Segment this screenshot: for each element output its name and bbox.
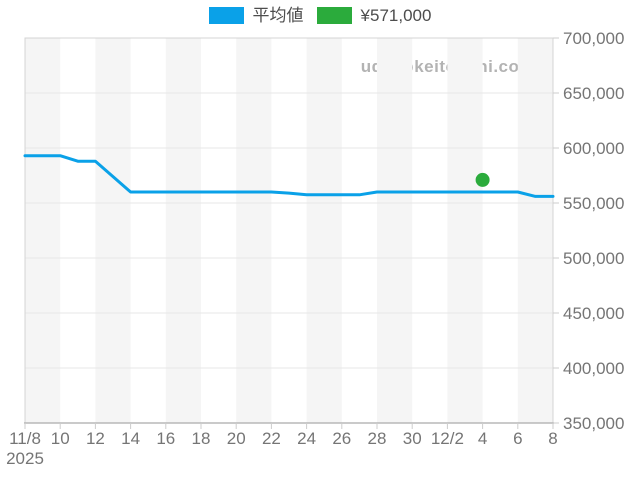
legend-swatch-current-price-icon <box>316 7 352 24</box>
x-tick-label: 16 <box>156 429 175 448</box>
background-stripe <box>377 38 413 423</box>
legend-label-average: 平均値 <box>252 6 304 25</box>
x-tick-label: 10 <box>51 429 70 448</box>
x-tick-label: 22 <box>262 429 281 448</box>
legend-item-average[interactable]: 平均値 <box>208 6 304 25</box>
x-tick-label: 12/2 <box>431 429 464 448</box>
background-stripe <box>25 38 61 423</box>
y-tick-label: 500,000 <box>563 249 624 268</box>
x-tick-label: 6 <box>513 429 522 448</box>
x-tick-label: 28 <box>368 429 387 448</box>
y-tick-label: 650,000 <box>563 84 624 103</box>
chart-legend: 平均値 ¥571,000 <box>0 7 640 24</box>
y-tick-label: 400,000 <box>563 359 624 378</box>
background-stripe <box>236 38 272 423</box>
background-stripe <box>447 38 483 423</box>
x-tick-label: 18 <box>192 429 211 448</box>
background-stripe <box>517 38 553 423</box>
x-axis-year-label: 2025 <box>6 449 44 468</box>
x-tick-label: 12 <box>86 429 105 448</box>
legend-label-current-price: ¥571,000 <box>360 6 432 25</box>
y-tick-label: 550,000 <box>563 194 624 213</box>
current-price-dot <box>475 172 490 187</box>
x-tick-label: 24 <box>297 429 316 448</box>
background-stripe <box>95 38 131 423</box>
x-tick-label: 4 <box>478 429 487 448</box>
x-tick-label: 14 <box>121 429 140 448</box>
legend-swatch-average-icon <box>208 7 244 24</box>
legend-item-current-price[interactable]: ¥571,000 <box>316 6 432 25</box>
y-tick-label: 450,000 <box>563 304 624 323</box>
y-tick-label: 600,000 <box>563 139 624 158</box>
x-tick-label: 8 <box>548 429 557 448</box>
y-tick-label: 700,000 <box>563 29 624 48</box>
background-stripe <box>165 38 201 423</box>
y-tick-label: 350,000 <box>563 414 624 433</box>
x-tick-label: 26 <box>332 429 351 448</box>
average-price-line <box>23 154 555 198</box>
x-tick-label: 11/8 <box>9 429 41 448</box>
background-stripe <box>306 38 342 423</box>
x-tick-label: 30 <box>403 429 422 448</box>
x-tick-label: 20 <box>227 429 246 448</box>
